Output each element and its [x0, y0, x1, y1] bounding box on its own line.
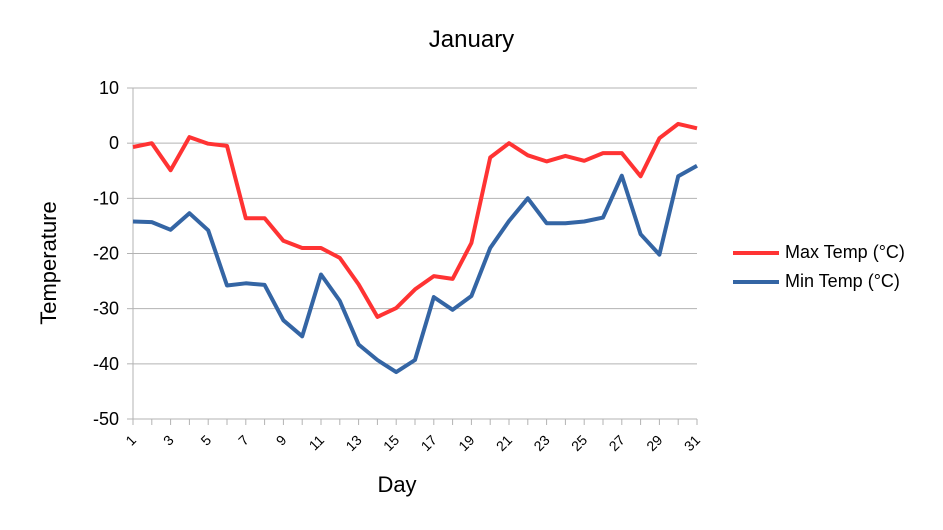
x-tick-label: 31 [681, 432, 703, 454]
legend-label-min: Min Temp (°C) [785, 271, 900, 291]
x-tick-label: 13 [342, 432, 364, 454]
chart-title: January [428, 26, 515, 53]
x-tick-label: 29 [643, 432, 665, 454]
x-tick-label: 15 [380, 432, 402, 454]
legend-swatch-max [733, 250, 779, 255]
legend-item-max: Max Temp (°C) [733, 238, 905, 267]
x-tick-label: 3 [160, 432, 177, 449]
x-tick-label: 1 [122, 432, 139, 449]
legend-swatch-min [733, 279, 779, 284]
legend-label-max: Max Temp (°C) [785, 242, 905, 262]
y-tick-label: 10 [99, 78, 119, 98]
series-line-min-temp [132, 164, 698, 375]
y-tick-label: -20 [93, 244, 119, 264]
y-tick-label: -30 [93, 299, 119, 319]
legend-item-min: Min Temp (°C) [733, 267, 905, 296]
x-tick-label: 19 [455, 432, 477, 454]
x-tick-label: 7 [235, 432, 252, 449]
x-tick-label: 9 [273, 432, 290, 449]
x-tick-label: 21 [493, 432, 515, 454]
series-line-max-temp [132, 121, 698, 319]
x-tick-label: 5 [197, 432, 214, 449]
y-tick-label: -40 [93, 354, 119, 374]
x-tick-label: 23 [530, 432, 552, 454]
x-axis-label: Day [377, 472, 417, 497]
y-tick-label: 0 [109, 133, 119, 153]
x-tick-label: 25 [568, 432, 590, 454]
y-axis-label: Temperature [36, 201, 61, 325]
legend: Max Temp (°C) Min Temp (°C) [733, 238, 905, 296]
y-tick-label: -10 [93, 188, 119, 208]
x-tick-label: 11 [306, 432, 328, 454]
y-tick-label: -50 [93, 409, 119, 429]
x-tick-label: 27 [606, 432, 628, 454]
x-tick-label: 17 [418, 432, 440, 454]
